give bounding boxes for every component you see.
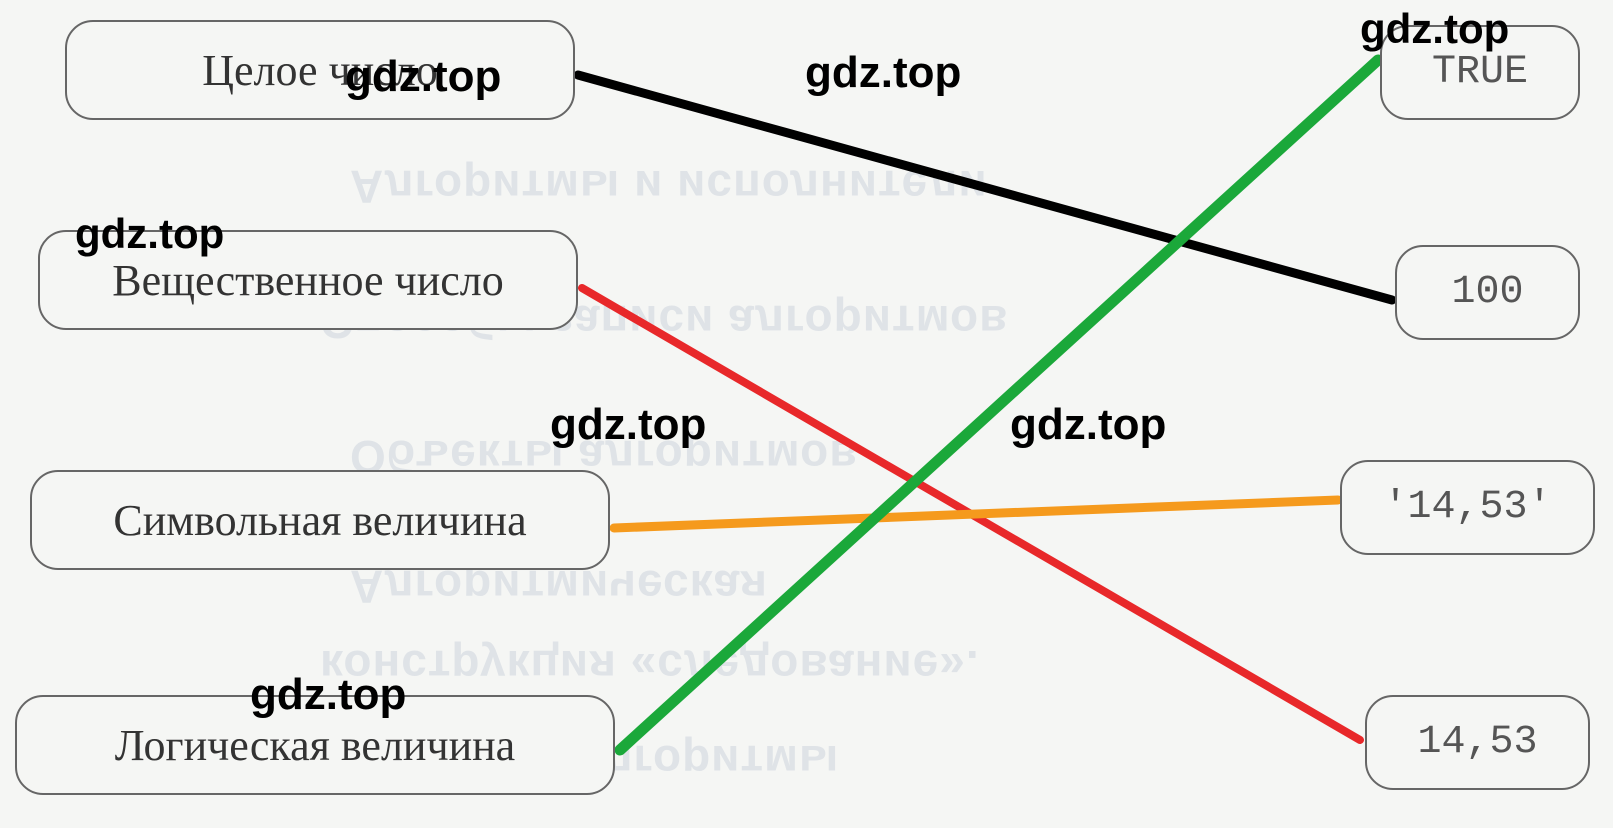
left-box-char: Символьная величина [30, 470, 610, 570]
right-box-str: '14,53' [1340, 460, 1595, 555]
right-box-label: 100 [1451, 270, 1523, 315]
ghost-text: Алгоритмы и исполнители [350, 160, 988, 214]
watermark: gdz.top [1010, 400, 1166, 450]
connector-bool-to-true [620, 60, 1378, 750]
left-box-real: Вещественное число [38, 230, 578, 330]
left-box-label: Целое число [202, 45, 438, 96]
connector-real-to-num [582, 288, 1360, 740]
right-box-true: TRUE [1380, 25, 1580, 120]
left-box-label: Логическая величина [115, 720, 515, 771]
right-box-label: '14,53' [1383, 485, 1551, 530]
watermark: gdz.top [805, 48, 961, 98]
watermark: gdz.top [550, 400, 706, 450]
left-box-bool: Логическая величина [15, 695, 615, 795]
right-box-label: 14,53 [1417, 720, 1537, 765]
connector-int-to-v100 [578, 75, 1392, 300]
right-box-v100: 100 [1395, 245, 1580, 340]
ghost-text: конструкция «следование». [320, 640, 980, 694]
right-box-label: TRUE [1432, 50, 1528, 95]
connector-char-to-str [614, 500, 1338, 528]
left-box-label: Символьная величина [113, 495, 526, 546]
right-box-num: 14,53 [1365, 695, 1590, 790]
left-box-label: Вещественное число [112, 255, 504, 306]
left-box-int: Целое число [65, 20, 575, 120]
